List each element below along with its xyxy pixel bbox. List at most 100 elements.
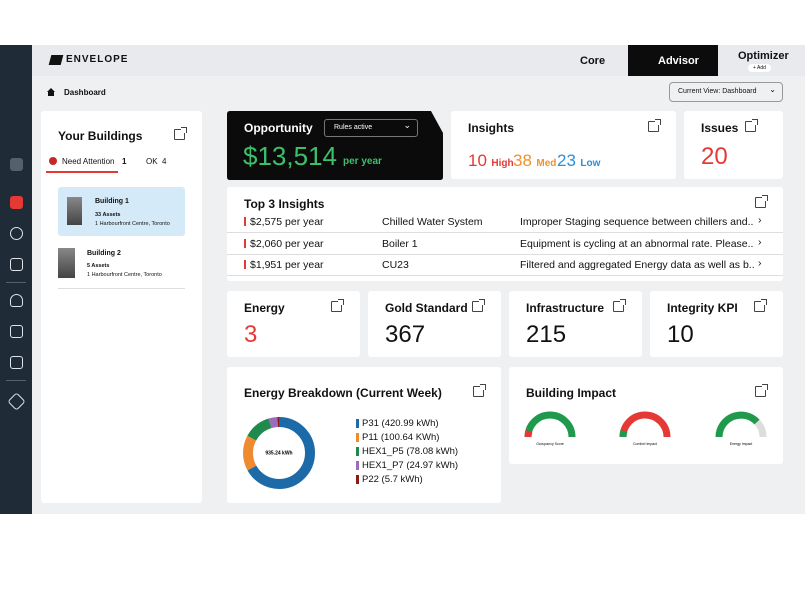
opportunity-bg	[227, 111, 443, 180]
insight-equipment: CU23	[382, 259, 409, 271]
tab-label[interactable]: OK	[146, 157, 158, 166]
severity-bar	[244, 260, 246, 269]
notification-icon[interactable]	[10, 356, 23, 369]
issues-card: Issues 20	[684, 111, 783, 179]
tab[interactable]: Core	[580, 55, 606, 67]
expand-icon[interactable]	[755, 384, 768, 397]
building-item[interactable]: Building 2 5 Assets 1 Harbourfront Centr…	[58, 240, 185, 289]
card-header: Top 3 Insights	[227, 187, 783, 217]
gauge-label: Occupancy Score	[536, 442, 564, 446]
add-button[interactable]: + Add	[748, 64, 771, 72]
legend-item: HEX1_P5 (78.08 kWh)	[356, 446, 458, 460]
count-label: Med	[536, 158, 557, 169]
gauge-arc	[524, 429, 533, 438]
expand-icon[interactable]	[754, 299, 767, 312]
filter-select[interactable]: Rules active ⌄	[324, 119, 418, 137]
alert-dot	[49, 157, 57, 165]
kpi-card: Infrastructure 215	[509, 291, 642, 357]
insights-card: Insights 10 High 38 Med 23 Low	[451, 111, 676, 179]
search-icon[interactable]	[10, 158, 23, 171]
building-impact-card: Building Impact Occupancy Score Comfort …	[509, 367, 783, 464]
gauge-label: Energy Impact	[730, 442, 753, 446]
insight-row[interactable]: $1,951 per year CU23 Filtered and aggreg…	[227, 255, 783, 276]
idea-icon[interactable]	[10, 294, 23, 307]
building-name: Building 1	[95, 198, 129, 205]
opportunity-amount: $13,514	[243, 141, 337, 171]
building-icon[interactable]	[10, 258, 23, 271]
legend: P31 (420.99 kWh) P11 (100.64 KWh) HEX1_P5 …	[356, 418, 458, 488]
tab[interactable]: Optimizer	[738, 50, 789, 62]
card-title: Your Buildings	[58, 129, 143, 143]
expand-icon[interactable]	[755, 195, 768, 208]
divider	[6, 282, 26, 283]
building-image	[58, 248, 75, 278]
card-title: Integrity KPI	[667, 301, 738, 315]
card-title: Opportunity	[244, 121, 313, 135]
tab-active[interactable]: Advisor	[628, 45, 718, 76]
insight-description: Improper Staging sequence between chille…	[520, 216, 754, 228]
insight-description: Equipment is cycling at an abnormal rate…	[520, 238, 754, 250]
legend-swatch	[356, 433, 359, 442]
card-shape	[227, 111, 443, 180]
issues-value: 20	[701, 143, 728, 170]
view-select[interactable]: Current View: Dashboard ⌄	[669, 82, 783, 102]
insight-count: 23 Low	[557, 151, 600, 171]
kpi-card: Integrity KPI 10	[650, 291, 783, 357]
expand-icon[interactable]	[331, 299, 344, 312]
top-insights-card: $2,575 per year Chilled Water System Imp…	[227, 187, 783, 281]
legend-label: P22 (5.7 kWh)	[362, 474, 423, 485]
building-name: Building 2	[87, 250, 121, 257]
legend-label: HEX1_P5 (78.08 kWh)	[362, 446, 459, 457]
card-title: Top 3 Insights	[244, 197, 325, 211]
count-label: Low	[580, 158, 601, 169]
expand-icon[interactable]	[473, 384, 486, 397]
expand-icon[interactable]	[648, 119, 661, 132]
card-title: Infrastructure	[526, 301, 605, 315]
kpi-value: 215	[526, 321, 567, 348]
tab-label: Advisor	[658, 55, 699, 67]
legend-label: HEX1_P7 (24.97 kWh)	[362, 460, 459, 471]
expand-icon[interactable]	[745, 119, 758, 132]
kpi-card: Gold Standard 367	[368, 291, 501, 357]
legend-swatch	[356, 461, 359, 470]
insight-row[interactable]: $2,575 per year Chilled Water System Imp…	[227, 212, 783, 233]
breadcrumb[interactable]: Dashboard	[64, 88, 106, 97]
legend-item: P31 (420.99 kWh)	[356, 418, 458, 432]
tab-count: 4	[162, 157, 167, 166]
view-label: Current View: Dashboard	[678, 88, 757, 95]
count-value: 23	[557, 151, 576, 170]
filter-label: Rules active	[334, 124, 373, 131]
insight-equipment: Chilled Water System	[382, 216, 483, 228]
expand-icon[interactable]	[174, 127, 187, 140]
gauge-arc	[619, 411, 671, 438]
donut-chart: 935.24 kWh	[243, 417, 315, 489]
insight-description: Filtered and aggregated Energy data as w…	[520, 259, 755, 271]
card-title: Insights	[468, 121, 515, 135]
expand-icon[interactable]	[472, 299, 485, 312]
gauge-arc	[619, 429, 628, 438]
building-assets: 33 Assets	[95, 212, 121, 218]
severity-bar	[244, 217, 246, 226]
opportunity-unit: per year	[343, 156, 382, 167]
count-value: 38	[513, 151, 532, 170]
legend-item: P11 (100.64 KWh)	[356, 432, 458, 446]
gauge-arc	[524, 411, 576, 438]
legend-swatch	[356, 475, 359, 484]
expand-icon[interactable]	[613, 299, 626, 312]
tab-label[interactable]: Need Attention	[62, 157, 115, 166]
legend-item: P22 (5.7 kWh)	[356, 474, 458, 488]
home-icon[interactable]	[10, 196, 23, 209]
tab-underline	[46, 171, 118, 173]
sidebar	[0, 45, 32, 514]
insight-row[interactable]: $2,060 per year Boiler 1 Equipment is cy…	[227, 234, 783, 255]
insight-amount: $2,060 per year	[250, 238, 324, 250]
document-icon[interactable]	[10, 325, 23, 338]
tab-count: 1	[122, 157, 127, 166]
settings-icon[interactable]	[7, 392, 26, 411]
donut-segment	[243, 417, 315, 489]
chevron: ⌄	[769, 85, 776, 94]
building-item[interactable]: Building 1 33 Assets 1 Harbourfront Cent…	[58, 187, 185, 236]
alert-icon[interactable]	[10, 227, 23, 240]
card-title: Energy Breakdown (Current Week)	[244, 386, 442, 400]
